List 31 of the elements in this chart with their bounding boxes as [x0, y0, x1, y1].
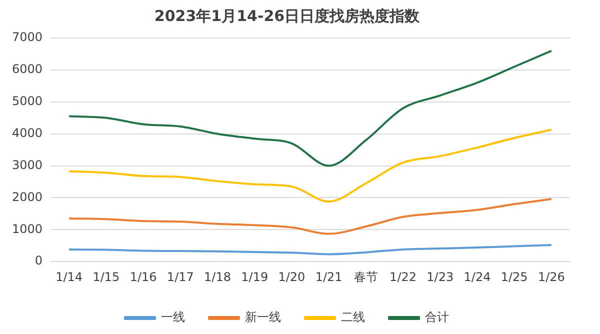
x-tick-label: 春节	[354, 270, 378, 284]
x-tick-label: 1/17	[166, 270, 194, 284]
x-tick-label: 1/24	[464, 270, 491, 284]
line-series	[68, 198, 552, 235]
x-tick-label: 1/20	[278, 270, 306, 284]
y-tick-label: 5000	[12, 94, 43, 108]
y-tick-label: 6000	[12, 62, 43, 76]
y-tick-label: 0	[34, 254, 43, 268]
x-tick-label: 1/23	[426, 270, 454, 284]
x-tick-label: 1/19	[241, 270, 268, 284]
line-series	[68, 128, 552, 203]
y-tick-label: 2000	[12, 190, 43, 204]
line-series	[68, 244, 552, 256]
x-tick-label: 1/21	[315, 270, 342, 284]
y-tick-label: 3000	[12, 158, 43, 172]
x-tick-label: 1/25	[500, 270, 528, 284]
legend-label: 二线	[341, 310, 365, 324]
legend-label: 新一线	[245, 310, 281, 324]
line-series	[68, 50, 552, 167]
legend-label: 合计	[425, 310, 449, 324]
x-tick-label: 1/22	[390, 270, 417, 284]
y-tick-label: 7000	[12, 30, 43, 44]
chart-title: 2023年1月14-26日日度找房热度指数	[154, 6, 421, 25]
x-tick-label: 1/26	[538, 270, 565, 284]
legend-label: 一线	[161, 310, 185, 324]
x-tick-label: 1/18	[204, 270, 231, 284]
x-tick-label: 1/14	[56, 270, 83, 284]
x-tick-label: 1/15	[92, 270, 120, 284]
y-tick-label: 4000	[12, 126, 43, 140]
x-tick-label: 1/16	[130, 270, 157, 284]
y-tick-label: 1000	[12, 222, 43, 236]
